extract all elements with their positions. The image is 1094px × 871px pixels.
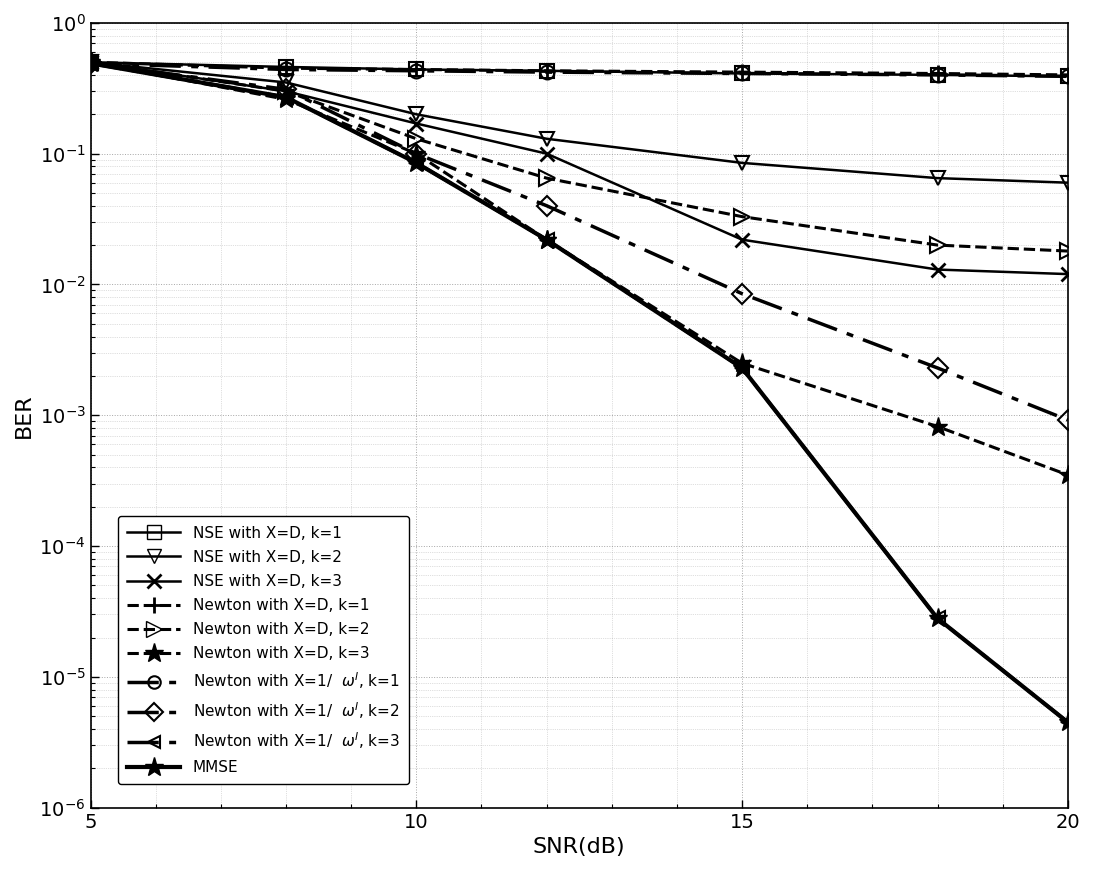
Newton with X=1/  $\omega^{I}$, k=3 bbox=[931, 613, 944, 624]
Newton with X=D, k=1 bbox=[410, 64, 423, 75]
Newton with X=D, k=3 bbox=[1061, 469, 1074, 480]
NSE with X=D, k=1 bbox=[410, 64, 423, 75]
MMSE bbox=[735, 362, 748, 373]
Newton with X=1/  $\omega^{I}$, k=2 bbox=[1061, 415, 1074, 425]
Newton with X=1/  $\omega^{I}$, k=2 bbox=[540, 200, 554, 211]
Newton with X=D, k=3 bbox=[279, 94, 292, 105]
Line: NSE with X=D, k=1: NSE with X=D, k=1 bbox=[83, 55, 1074, 84]
Newton with X=D, k=2 bbox=[279, 86, 292, 97]
Line: Newton with X=D, k=1: Newton with X=D, k=1 bbox=[82, 54, 1076, 84]
NSE with X=D, k=2 bbox=[84, 57, 97, 67]
NSE with X=D, k=1 bbox=[540, 65, 554, 76]
NSE with X=D, k=2 bbox=[279, 78, 292, 88]
Newton with X=D, k=2 bbox=[540, 173, 554, 184]
NSE with X=D, k=2 bbox=[540, 133, 554, 144]
Newton with X=1/  $\omega^{I}$, k=2 bbox=[84, 58, 97, 69]
MMSE bbox=[1061, 717, 1074, 727]
Newton with X=1/  $\omega^{I}$, k=3 bbox=[540, 234, 554, 245]
Newton with X=1/  $\omega^{I}$, k=1 bbox=[410, 65, 423, 76]
MMSE bbox=[279, 92, 292, 103]
Newton with X=D, k=3 bbox=[735, 358, 748, 368]
NSE with X=D, k=1 bbox=[931, 70, 944, 80]
Line: NSE with X=D, k=3: NSE with X=D, k=3 bbox=[83, 55, 1074, 281]
Newton with X=D, k=2 bbox=[931, 240, 944, 250]
Newton with X=1/  $\omega^{I}$, k=1 bbox=[931, 70, 944, 80]
Newton with X=D, k=3 bbox=[931, 422, 944, 432]
Newton with X=1/  $\omega^{I}$, k=3 bbox=[279, 92, 292, 103]
Newton with X=D, k=1 bbox=[1061, 70, 1074, 80]
Newton with X=D, k=1 bbox=[735, 67, 748, 78]
NSE with X=D, k=1 bbox=[279, 62, 292, 72]
Newton with X=1/  $\omega^{I}$, k=1 bbox=[1061, 71, 1074, 82]
NSE with X=D, k=3 bbox=[410, 118, 423, 129]
Newton with X=1/  $\omega^{I}$, k=2 bbox=[279, 84, 292, 95]
NSE with X=D, k=2 bbox=[735, 158, 748, 168]
NSE with X=D, k=3 bbox=[735, 234, 748, 245]
NSE with X=D, k=2 bbox=[931, 173, 944, 184]
Line: Newton with X=1/  $\omega^{I}$, k=3: Newton with X=1/ $\omega^{I}$, k=3 bbox=[83, 57, 1074, 729]
Newton with X=D, k=1 bbox=[540, 65, 554, 76]
Newton with X=D, k=2 bbox=[735, 212, 748, 222]
NSE with X=D, k=1 bbox=[1061, 71, 1074, 82]
Line: Newton with X=D, k=3: Newton with X=D, k=3 bbox=[81, 52, 1078, 484]
Line: NSE with X=D, k=2: NSE with X=D, k=2 bbox=[83, 55, 1074, 190]
Newton with X=D, k=1 bbox=[84, 57, 97, 67]
NSE with X=D, k=3 bbox=[1061, 269, 1074, 280]
Newton with X=1/  $\omega^{I}$, k=1 bbox=[540, 67, 554, 78]
Newton with X=D, k=2 bbox=[1061, 246, 1074, 256]
Newton with X=D, k=3 bbox=[540, 234, 554, 245]
Line: MMSE: MMSE bbox=[81, 54, 1078, 732]
MMSE bbox=[84, 58, 97, 69]
Newton with X=1/  $\omega^{I}$, k=2 bbox=[410, 148, 423, 159]
NSE with X=D, k=2 bbox=[1061, 178, 1074, 188]
NSE with X=D, k=1 bbox=[735, 68, 748, 78]
Line: Newton with X=D, k=2: Newton with X=D, k=2 bbox=[82, 54, 1076, 260]
Newton with X=1/  $\omega^{I}$, k=2 bbox=[735, 288, 748, 299]
NSE with X=D, k=1 bbox=[84, 57, 97, 67]
Newton with X=D, k=1 bbox=[279, 63, 292, 73]
Newton with X=D, k=2 bbox=[84, 57, 97, 67]
NSE with X=D, k=3 bbox=[84, 57, 97, 67]
Newton with X=1/  $\omega^{I}$, k=3 bbox=[735, 362, 748, 373]
Newton with X=1/  $\omega^{I}$, k=1 bbox=[84, 58, 97, 69]
Line: Newton with X=1/  $\omega^{I}$, k=2: Newton with X=1/ $\omega^{I}$, k=2 bbox=[83, 57, 1074, 427]
Newton with X=D, k=2 bbox=[410, 133, 423, 144]
NSE with X=D, k=3 bbox=[540, 148, 554, 159]
Newton with X=1/  $\omega^{I}$, k=3 bbox=[410, 158, 423, 168]
Newton with X=1/  $\omega^{I}$, k=2 bbox=[931, 362, 944, 373]
Newton with X=1/  $\omega^{I}$, k=3 bbox=[1061, 717, 1074, 727]
Newton with X=D, k=3 bbox=[84, 57, 97, 67]
Line: Newton with X=1/  $\omega^{I}$, k=1: Newton with X=1/ $\omega^{I}$, k=1 bbox=[83, 57, 1074, 84]
X-axis label: SNR(dB): SNR(dB) bbox=[533, 837, 626, 857]
Newton with X=1/  $\omega^{I}$, k=1 bbox=[279, 64, 292, 75]
MMSE bbox=[410, 158, 423, 168]
Legend: NSE with X=D, k=1, NSE with X=D, k=2, NSE with X=D, k=3, Newton with X=D, k=1, N: NSE with X=D, k=1, NSE with X=D, k=2, NS… bbox=[118, 517, 409, 785]
Newton with X=D, k=1 bbox=[931, 68, 944, 78]
NSE with X=D, k=3 bbox=[279, 86, 292, 97]
MMSE bbox=[540, 234, 554, 245]
MMSE bbox=[931, 613, 944, 624]
Newton with X=D, k=3 bbox=[410, 148, 423, 159]
NSE with X=D, k=2 bbox=[410, 109, 423, 119]
Newton with X=1/  $\omega^{I}$, k=3 bbox=[84, 58, 97, 69]
Newton with X=1/  $\omega^{I}$, k=1 bbox=[735, 68, 748, 78]
Y-axis label: BER: BER bbox=[14, 393, 34, 437]
NSE with X=D, k=3 bbox=[931, 264, 944, 274]
